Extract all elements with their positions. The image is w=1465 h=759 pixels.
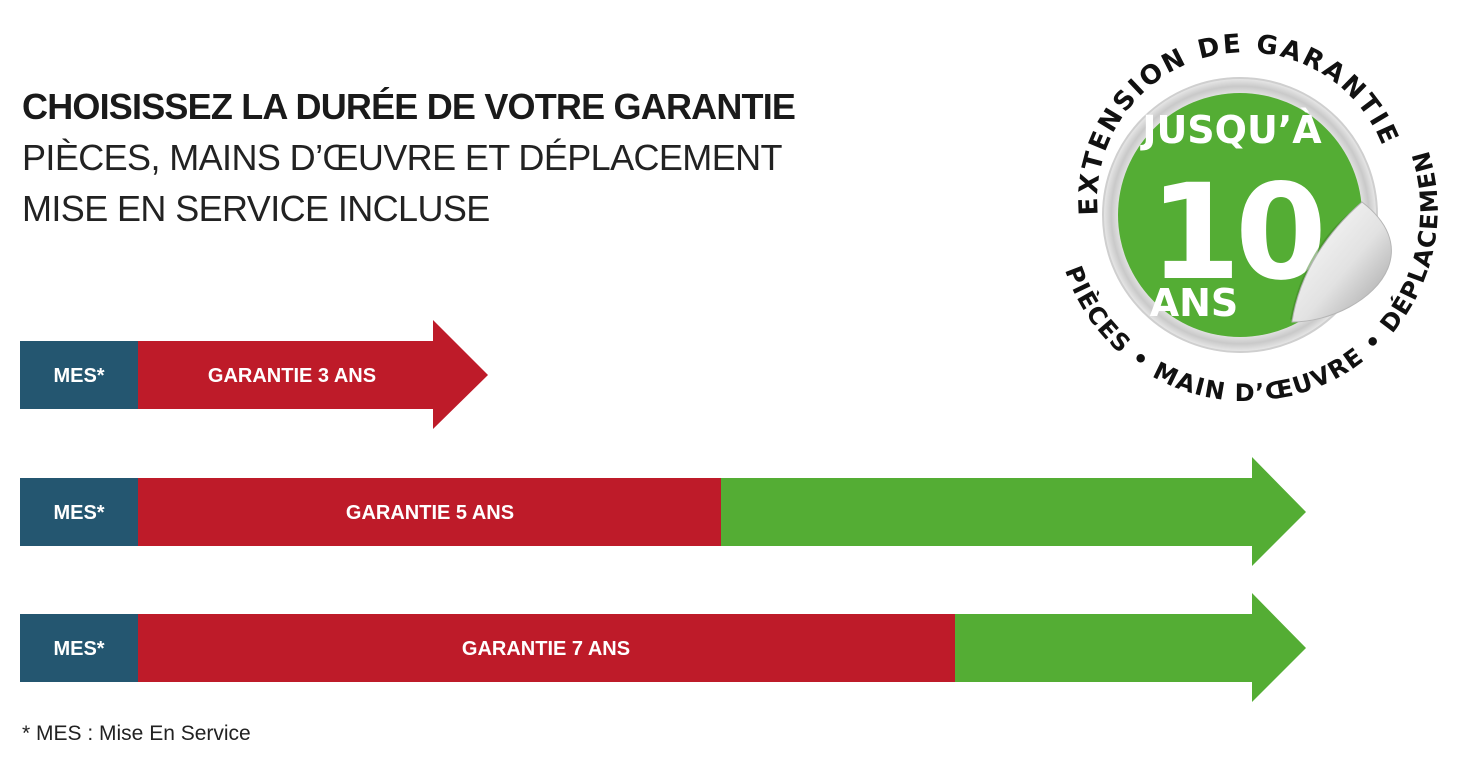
seal-unit: ANS — [1150, 281, 1239, 325]
extension-arrow — [721, 457, 1306, 566]
extension-arrow — [955, 593, 1306, 702]
warranty-bar-5-years: MES* GARANTIE 5 ANS — [20, 457, 1320, 567]
subtitle-commissioning: MISE EN SERVICE INCLUSE — [22, 188, 490, 229]
warranty-arrow — [138, 320, 488, 429]
warranty-label: GARANTIE 5 ANS — [346, 502, 514, 524]
warranty-extension-seal: JUSQU’À 10 ANS EXTENSION DE GARANTIE PIÈ… — [1030, 0, 1460, 430]
warranty-label: GARANTIE 7 ANS — [462, 638, 630, 660]
footnote: * MES : Mise En Service — [22, 722, 251, 745]
seal-disc — [1118, 93, 1362, 337]
seal-number: 10 — [1149, 156, 1321, 310]
warranty-label: GARANTIE 3 ANS — [208, 365, 376, 387]
seal-jusqua: JUSQU’À — [1139, 108, 1322, 152]
subtitle-scope: PIÈCES, MAINS D’ŒUVRE ET DÉPLACEMENT — [22, 137, 782, 178]
page-title: CHOISISSEZ LA DURÉE DE VOTRE GARANTIE — [22, 86, 796, 127]
mes-label: MES* — [53, 365, 104, 387]
warranty-bar-3-years: MES* GARANTIE 3 ANS — [20, 320, 500, 430]
mes-segment — [20, 341, 138, 409]
warranty-bar-7-years: MES* GARANTIE 7 ANS — [20, 593, 1320, 703]
mes-label: MES* — [53, 638, 104, 660]
warranty-segment — [138, 614, 955, 682]
mes-label: MES* — [53, 502, 104, 524]
mes-segment — [20, 614, 138, 682]
warranty-segment — [138, 478, 721, 546]
mes-segment — [20, 478, 138, 546]
page-curl — [1291, 201, 1392, 323]
